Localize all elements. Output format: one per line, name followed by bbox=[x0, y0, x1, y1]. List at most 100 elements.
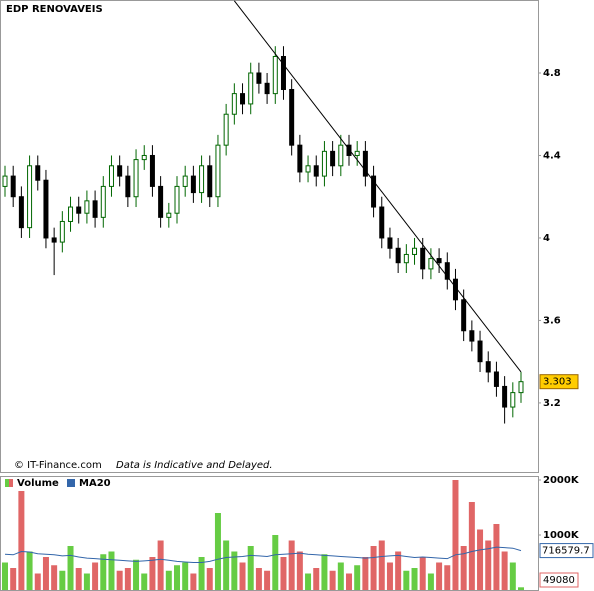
y-tick-label: 4.8 bbox=[543, 68, 561, 79]
chart-title: EDP RENOVAVEIS bbox=[6, 4, 103, 15]
volume-bar bbox=[313, 568, 320, 590]
candle-body bbox=[43, 179, 49, 239]
volume-bar bbox=[354, 565, 361, 590]
volume-bar bbox=[83, 573, 90, 590]
volume-bar bbox=[296, 551, 303, 590]
candle-body bbox=[182, 175, 188, 187]
last-price-label: 3.303 bbox=[543, 377, 572, 388]
candle-body bbox=[76, 206, 82, 214]
volume-bar bbox=[174, 565, 180, 590]
candle-body bbox=[338, 144, 344, 167]
volume-bar bbox=[92, 562, 99, 590]
candle-body bbox=[35, 165, 41, 181]
volume-bar bbox=[305, 573, 312, 590]
candle-body bbox=[280, 55, 286, 90]
candle-body bbox=[158, 185, 164, 218]
volume-last-label: 49080 bbox=[543, 575, 575, 586]
candle-body bbox=[166, 212, 172, 218]
volume-bar bbox=[477, 529, 484, 590]
candle-body bbox=[125, 175, 131, 198]
candle-body bbox=[215, 144, 221, 198]
candle-body bbox=[117, 165, 123, 177]
candle-body bbox=[379, 206, 385, 239]
candle-body bbox=[174, 185, 180, 214]
legend-label: Volume bbox=[17, 478, 59, 489]
volume-bar bbox=[2, 562, 8, 590]
volume-bar bbox=[501, 551, 508, 590]
y-tick-label: 2000K bbox=[543, 475, 580, 486]
volume-bar bbox=[427, 573, 434, 590]
volume-bar bbox=[378, 540, 385, 590]
volume-bar bbox=[133, 559, 140, 590]
candle-body bbox=[256, 72, 262, 84]
candle-body bbox=[371, 175, 377, 208]
volume-bar bbox=[214, 513, 221, 590]
candle-body bbox=[297, 144, 303, 173]
ma20-line bbox=[4, 546, 522, 563]
volume-bar bbox=[272, 535, 279, 590]
volume-bar bbox=[255, 568, 262, 590]
candle-body bbox=[240, 93, 246, 105]
candle-body bbox=[10, 175, 16, 198]
credit: © IT-Finance.com bbox=[14, 460, 102, 471]
candle-body bbox=[305, 165, 311, 173]
candle-body bbox=[84, 200, 90, 214]
candle-body bbox=[510, 392, 516, 408]
y-tick-label: 4 bbox=[543, 233, 550, 244]
volume-bar bbox=[157, 540, 164, 590]
candle-body bbox=[493, 371, 499, 387]
candle-body bbox=[485, 361, 491, 373]
candle-body bbox=[51, 237, 57, 243]
legend-swatch bbox=[67, 479, 75, 487]
volume-bar bbox=[370, 546, 377, 590]
candle-body bbox=[141, 154, 147, 161]
ma-last-box bbox=[539, 543, 594, 559]
candle-body bbox=[428, 258, 434, 270]
note: Data is Indicative and Delayed. bbox=[116, 460, 273, 471]
candle-body bbox=[207, 165, 213, 198]
volume-bar bbox=[419, 557, 426, 590]
candle-body bbox=[59, 220, 65, 243]
candle-body bbox=[133, 159, 139, 198]
candle-body bbox=[502, 385, 508, 408]
volume-bar bbox=[264, 570, 271, 590]
volume-bar bbox=[182, 562, 189, 590]
volume-bar bbox=[436, 562, 443, 590]
candle-body bbox=[477, 340, 483, 363]
candle-body bbox=[412, 247, 418, 255]
candle-body bbox=[354, 150, 360, 156]
volume-bar bbox=[108, 551, 115, 590]
volume-bar bbox=[165, 570, 172, 590]
volume-bar bbox=[116, 570, 123, 590]
candle-body bbox=[231, 93, 237, 115]
volume-bar bbox=[198, 557, 205, 590]
volume-bar bbox=[149, 557, 156, 590]
volume-bar bbox=[223, 540, 230, 590]
candle-body bbox=[27, 165, 33, 229]
volume-bar bbox=[346, 573, 352, 590]
volume-bar bbox=[444, 565, 451, 590]
legend-label: MA20 bbox=[79, 478, 111, 489]
candle-body bbox=[313, 165, 319, 177]
candle-body bbox=[18, 196, 24, 229]
volume-bar bbox=[239, 562, 246, 590]
volume-bar bbox=[26, 551, 33, 590]
candle-body bbox=[444, 262, 450, 280]
volume-bar bbox=[280, 557, 287, 590]
volume-bar bbox=[386, 562, 393, 590]
volume-bar bbox=[190, 573, 197, 590]
volume-bar bbox=[18, 491, 25, 590]
candle-body bbox=[436, 258, 442, 264]
volume-bar bbox=[59, 570, 66, 590]
volume-bar bbox=[468, 502, 475, 590]
volume-bar bbox=[411, 568, 418, 590]
volume-bar bbox=[329, 570, 336, 590]
candle-body bbox=[68, 206, 74, 222]
candle-body bbox=[199, 165, 205, 194]
candle-body bbox=[362, 150, 368, 177]
candle-body bbox=[272, 55, 278, 95]
trendline bbox=[233, 0, 522, 373]
volume-bar bbox=[337, 562, 344, 590]
last-price-box bbox=[539, 374, 579, 390]
candle-body bbox=[387, 237, 393, 249]
